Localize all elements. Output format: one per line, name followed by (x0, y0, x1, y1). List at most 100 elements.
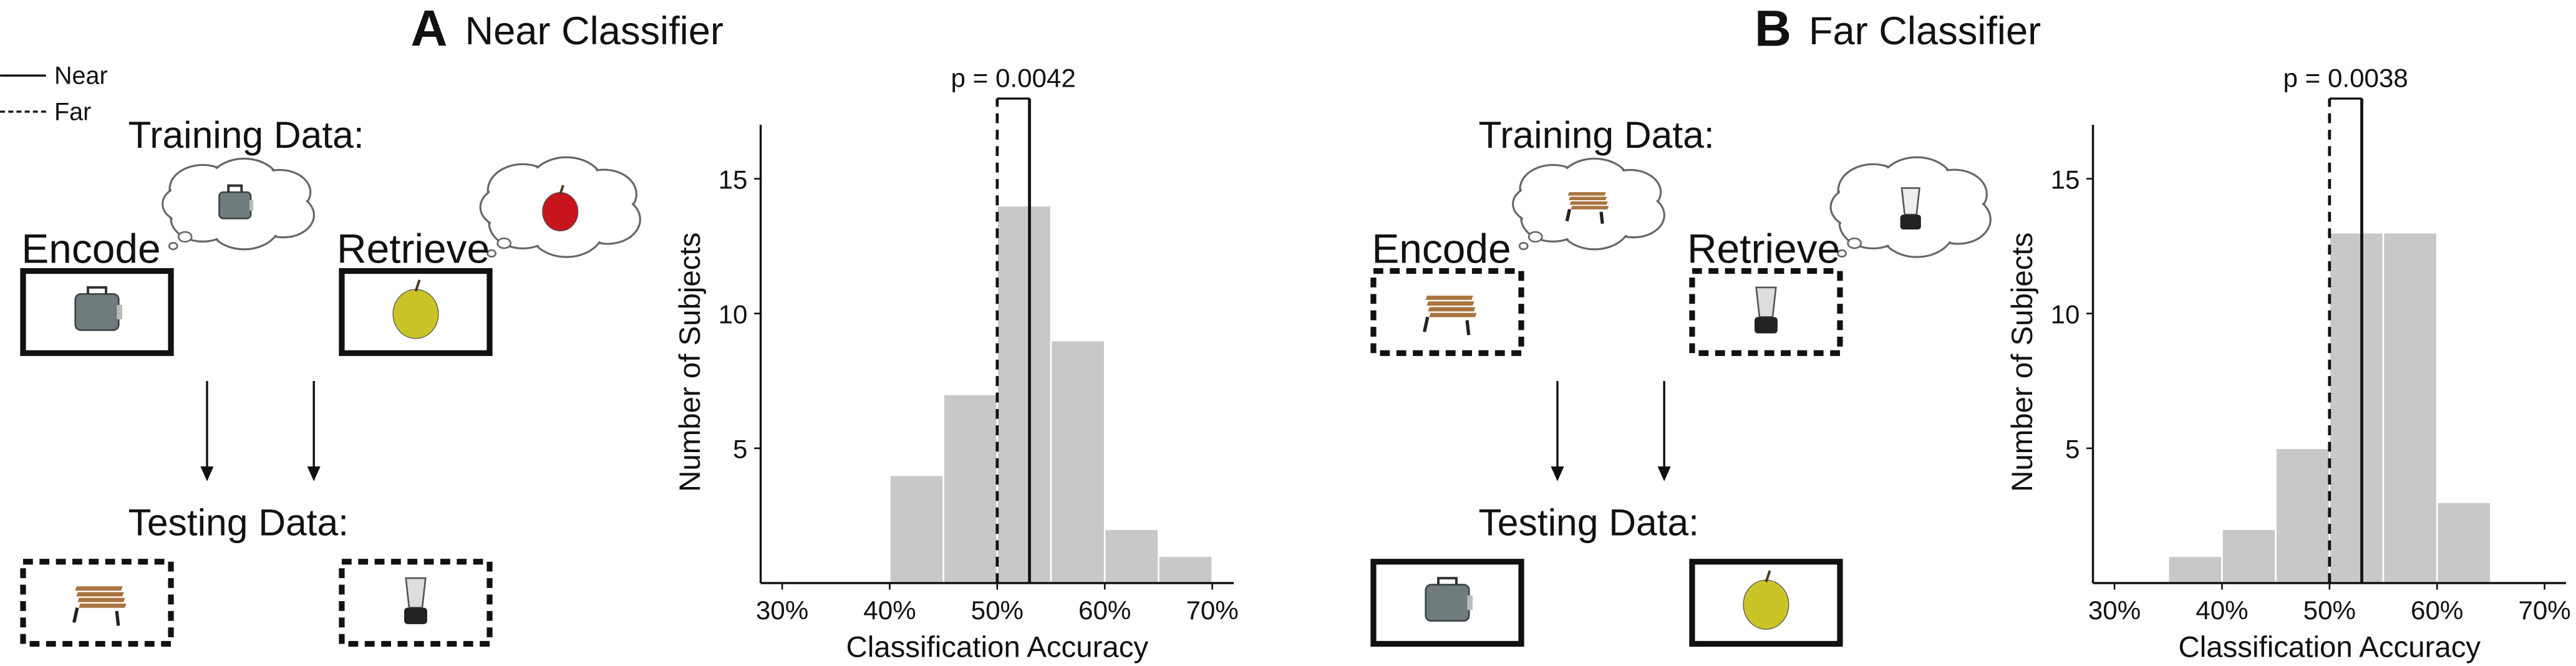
legend-label: Near (54, 62, 108, 89)
cloud-fill (1514, 186, 1564, 221)
x-tick-label: 50% (2303, 596, 2356, 625)
cloud-dot (1847, 237, 1862, 249)
encode-label: Encode (1372, 225, 1511, 271)
icon-bench-leg (72, 607, 79, 623)
x-tick-label: 70% (1186, 596, 1238, 625)
training-box (339, 268, 493, 356)
testing-box (1370, 559, 1524, 647)
x-tick-label: 60% (1078, 596, 1131, 625)
cloud-dot (168, 241, 178, 251)
icon-bench-slat (75, 586, 123, 591)
panel-label: B (1755, 1, 1791, 57)
cloud-fill (164, 186, 213, 221)
testing-label: Testing Data: (1479, 501, 1699, 544)
icon-handle (227, 184, 243, 193)
training-box (20, 268, 174, 356)
icon-bench-slat (1425, 296, 1473, 300)
y-axis-label: Number of Subjects (2006, 233, 2039, 492)
icon-bench-leg (1599, 211, 1604, 224)
arrow-head (200, 466, 214, 481)
icon-bench-slat (77, 597, 125, 602)
icon-stem (559, 185, 564, 195)
histogram-bar (942, 393, 999, 584)
histogram-bar (1158, 555, 1213, 584)
testing-box (339, 559, 493, 647)
x-tick-label: 40% (863, 596, 916, 625)
y-axis-label: Number of Subjects (674, 233, 707, 492)
histogram-bar (996, 205, 1052, 584)
cloud-dot (1837, 249, 1847, 258)
icon-bench-slat (1428, 307, 1476, 312)
x-tick-label: 50% (971, 596, 1024, 625)
training-label: Training Data: (1479, 113, 1715, 156)
cloud-dot (1518, 241, 1529, 251)
encode-label: Encode (21, 225, 160, 271)
cloud-dot (1528, 231, 1543, 243)
training-box (1370, 268, 1524, 356)
icon-handle (1437, 577, 1458, 585)
icon-bench-leg (1565, 208, 1572, 222)
icon-bench-leg (1465, 320, 1471, 335)
icon-apple (1743, 579, 1789, 630)
x-tick-label: 40% (2196, 596, 2248, 625)
icon-blender-base (1900, 215, 1921, 229)
retrieve-label: Retrieve (337, 225, 490, 271)
icon-bench-slat (1567, 192, 1606, 196)
training-box (1689, 268, 1843, 356)
icon-latch (249, 200, 254, 211)
x-tick-label: 70% (2518, 596, 2570, 625)
histogram-bar (2382, 231, 2438, 584)
y-tick-label: 10 (719, 300, 748, 329)
icon-latch (117, 304, 123, 320)
icon-blender-base (404, 607, 427, 624)
icon-bench-slat (79, 603, 127, 608)
icon-stem (1765, 570, 1771, 582)
cloud-fill (1832, 188, 1884, 226)
x-axis-label: Classification Accuracy (846, 631, 1149, 664)
y-tick-label: 15 (2051, 165, 2080, 194)
icon-suitcase (218, 191, 252, 220)
histogram-bar (2221, 528, 2277, 584)
x-tick-label: 60% (2411, 596, 2463, 625)
histogram-bar (889, 474, 944, 584)
p-value-annotation: p = 0.0042 (951, 64, 1076, 93)
icon-suitcase (74, 293, 120, 331)
training-label: Training Data: (128, 113, 364, 156)
testing-box (1689, 559, 1843, 647)
histogram-bar (1103, 528, 1160, 584)
histogram-bar (2167, 555, 2223, 584)
histogram-bar (2275, 447, 2331, 584)
retrieve-label: Retrieve (1687, 225, 1840, 271)
histogram-bar (2328, 231, 2385, 584)
panel-title: Near Classifier (465, 9, 723, 53)
x-tick-label: 30% (2088, 596, 2141, 625)
icon-latch (1467, 596, 1473, 610)
panel-label: A (411, 1, 448, 57)
y-tick-label: 5 (2065, 435, 2080, 464)
icon-bench-slat (1426, 301, 1474, 306)
y-tick-label: 5 (733, 435, 747, 464)
p-value-annotation: p = 0.0038 (2283, 64, 2408, 93)
icon-handle (87, 286, 107, 294)
cloud-dot (177, 231, 193, 243)
icon-bench-slat (1429, 312, 1477, 317)
icon-suitcase (1425, 584, 1470, 622)
histogram-bar (2436, 501, 2492, 584)
arrow-head (1657, 466, 1671, 481)
icon-apple (542, 192, 579, 231)
cloud-dot (487, 249, 497, 258)
arrow-head (307, 466, 321, 481)
icon-bench-leg (1423, 316, 1430, 332)
icon-blender-jar (405, 577, 427, 609)
icon-bench-leg (115, 610, 120, 626)
icon-stem (414, 279, 421, 292)
icon-blender-jar (1901, 187, 1920, 216)
cloud-dot (496, 237, 512, 249)
x-axis-label: Classification Accuracy (2179, 631, 2481, 664)
testing-label: Testing Data: (128, 501, 349, 544)
y-tick-label: 15 (719, 165, 748, 194)
cloud-fill (482, 188, 534, 226)
icon-blender-jar (1755, 286, 1777, 318)
